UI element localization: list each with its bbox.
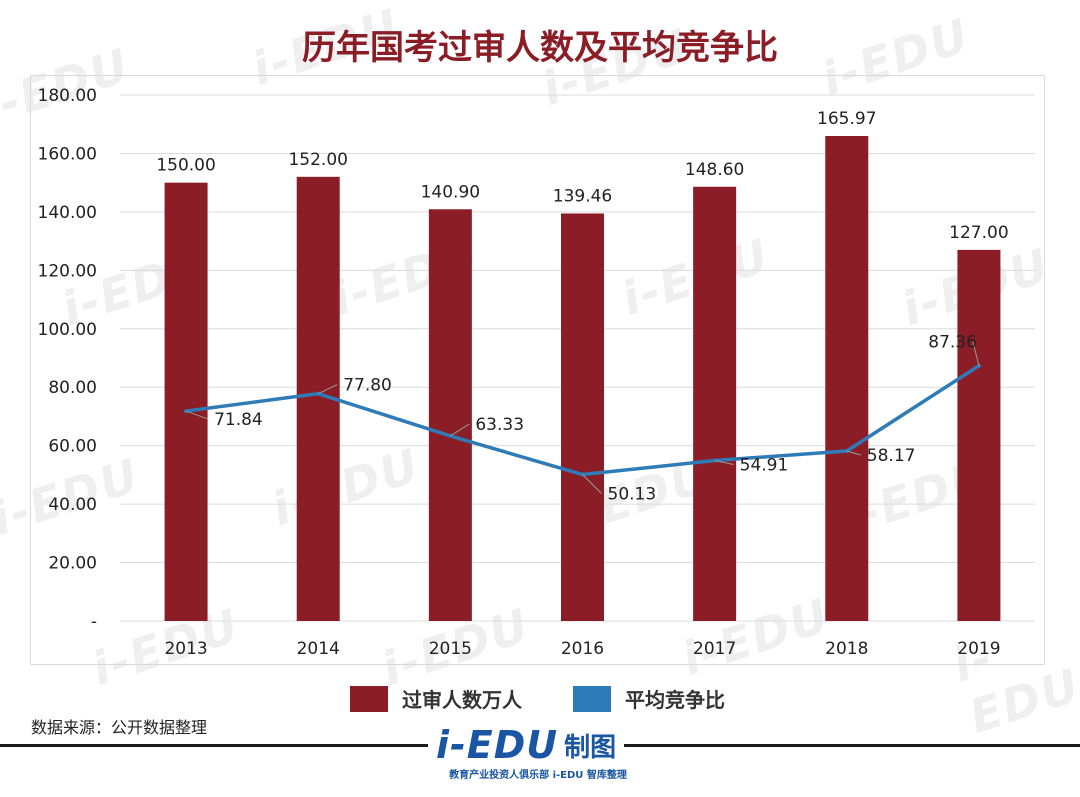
- legend-label-line: 平均竞争比: [625, 688, 725, 712]
- line-label-leader: [318, 384, 338, 395]
- bar-data-label: 139.46: [553, 186, 612, 206]
- bar: [825, 135, 869, 621]
- y-tick-label: 60.00: [48, 437, 97, 457]
- line-data-label: 63.33: [475, 415, 524, 435]
- legend-swatch-bar: [350, 685, 388, 712]
- legend-item-line: 平均竞争比: [573, 684, 725, 713]
- y-tick-label: -: [91, 612, 97, 632]
- y-tick-label: 100.00: [38, 320, 97, 340]
- x-tick-label: 2015: [429, 639, 472, 659]
- bar: [561, 213, 604, 621]
- y-tick-label: 140.00: [38, 203, 97, 223]
- chart-title: 历年国考过审人数及平均竞争比: [302, 28, 778, 68]
- legend-swatch-line: [573, 685, 611, 712]
- line-data-label: 77.80: [343, 376, 392, 396]
- bar: [164, 182, 208, 621]
- bar-data-label: 140.90: [421, 182, 480, 202]
- line-label-leader: [972, 341, 980, 366]
- logo-zhitu: 制图: [564, 732, 617, 763]
- legend-label-bar: 过审人数万人: [402, 688, 522, 712]
- line-label-leader: [582, 474, 602, 494]
- plot-area-frame: [30, 75, 1045, 665]
- line-label-leader: [846, 450, 861, 456]
- line-data-label: 71.84: [214, 410, 263, 430]
- footer-logo: i-EDU 制图: [428, 722, 625, 768]
- x-tick-label: 2016: [561, 639, 604, 659]
- bar-data-label: 152.00: [288, 150, 347, 170]
- line-label-leader: [450, 423, 470, 437]
- x-tick-label: 2019: [957, 639, 1000, 659]
- y-tick-label: 160.00: [38, 144, 97, 164]
- bar: [428, 209, 472, 621]
- source-note: 数据来源：公开数据整理: [31, 718, 208, 737]
- line-label-leader: [185, 410, 209, 420]
- bar-data-label: 148.60: [685, 160, 744, 180]
- bar: [693, 186, 737, 621]
- line-data-label: 87.36: [928, 333, 977, 353]
- bar-data-label: 150.00: [156, 156, 215, 176]
- y-tick-label: 180.00: [38, 86, 97, 106]
- bar: [957, 249, 1001, 621]
- line-data-label: 50.13: [608, 485, 657, 505]
- x-tick-label: 2014: [297, 639, 340, 659]
- y-tick-label: 40.00: [48, 495, 97, 515]
- y-tick-label: 120.00: [38, 261, 97, 281]
- logo-wordmark: i-EDU: [436, 723, 559, 767]
- line-data-label: 54.91: [740, 456, 789, 476]
- legend-item-bar: 过审人数万人: [350, 684, 522, 713]
- y-tick-label: 20.00: [48, 554, 97, 574]
- bar-data-label: 127.00: [949, 223, 1008, 243]
- line-data-label: 58.17: [867, 446, 916, 466]
- bar-data-label: 165.97: [817, 109, 876, 129]
- logo-subtitle: 教育产业投资人俱乐部 i-EDU 智库整理: [428, 766, 648, 781]
- x-tick-label: 2018: [825, 639, 868, 659]
- y-tick-label: 80.00: [48, 378, 97, 398]
- x-tick-label: 2013: [164, 639, 207, 659]
- line-label-leader: [714, 460, 734, 466]
- x-tick-label: 2017: [693, 639, 736, 659]
